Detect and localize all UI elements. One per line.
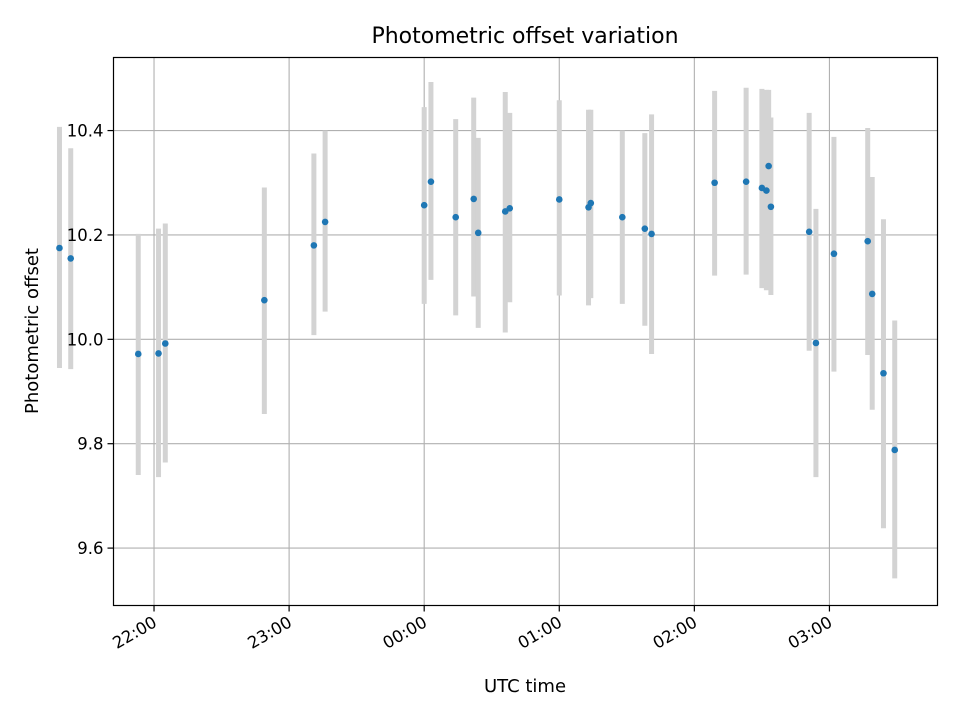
- data-point: [587, 199, 595, 207]
- data-point: [155, 350, 162, 357]
- data-point: [864, 237, 872, 245]
- plot-frame: [112, 56, 939, 607]
- data-point: [767, 203, 775, 211]
- x-tick-label: 03:00: [785, 613, 836, 653]
- x-tick-label: 22:00: [109, 613, 160, 653]
- y-axis-ticks: 9.6 9.8 10.0 10.2 10.4: [67, 122, 114, 558]
- y-tick-label: 10.2: [67, 226, 104, 245]
- data-point: [470, 195, 478, 203]
- data-point: [812, 339, 820, 347]
- plot-background: [113, 57, 938, 606]
- data-point: [161, 340, 169, 347]
- y-tick-label: 10.0: [67, 330, 104, 349]
- x-tick-label: 23:00: [244, 613, 295, 653]
- data-point: [763, 187, 770, 194]
- x-tick-label: 01:00: [515, 613, 566, 653]
- data-point: [880, 369, 887, 377]
- data-point: [67, 255, 75, 262]
- data-point: [474, 229, 482, 237]
- data-point: [648, 230, 655, 238]
- data-point: [420, 201, 428, 209]
- data-point: [868, 290, 876, 298]
- x-axis-title: UTC time: [484, 676, 566, 697]
- data-point: [891, 446, 899, 454]
- y-tick-label: 10.4: [67, 122, 104, 141]
- data-points: [56, 162, 899, 454]
- data-point: [742, 178, 750, 186]
- x-axis-ticks: 22:00 23:00 00:00 01:00 02:00 03:00: [109, 605, 836, 653]
- data-point: [261, 296, 268, 304]
- data-point: [830, 250, 838, 258]
- y-tick-label: 9.6: [77, 539, 103, 558]
- data-point: [805, 228, 813, 236]
- data-point: [427, 178, 435, 186]
- data-point: [506, 205, 514, 212]
- chart-title: Photometric offset variation: [371, 24, 678, 49]
- y-tick-label: 9.8: [77, 435, 103, 454]
- data-point: [641, 225, 649, 232]
- data-point: [321, 218, 329, 226]
- x-tick-label: 00:00: [379, 613, 430, 653]
- data-point: [765, 162, 772, 170]
- data-point: [711, 179, 718, 187]
- data-point: [619, 213, 626, 221]
- y-axis-title: Photometric offset: [22, 248, 43, 414]
- data-point: [310, 242, 318, 249]
- data-point: [452, 213, 460, 221]
- x-tick-label: 02:00: [650, 613, 701, 653]
- data-point: [56, 244, 63, 252]
- data-point: [134, 350, 142, 358]
- data-point: [555, 196, 563, 203]
